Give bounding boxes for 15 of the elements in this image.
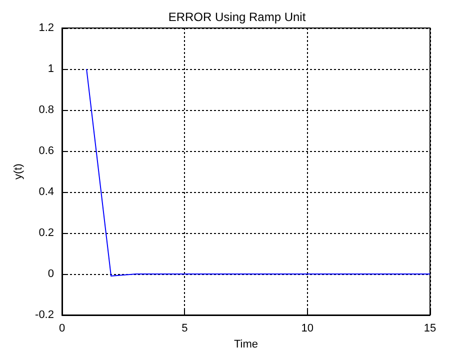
y-tick-label: 0.8 [38, 104, 54, 116]
x-tick-label: 15 [424, 322, 436, 334]
y-tick-label: 0.2 [38, 227, 54, 239]
y-tick-label: 0.6 [38, 145, 54, 157]
y-axis-title: y(t) [12, 164, 25, 180]
y-tick-label: 1 [48, 63, 54, 75]
chart-title: ERROR Using Ramp Unit [168, 10, 306, 24]
x-tick-label: 5 [182, 322, 188, 334]
x-tick-label: 0 [58, 322, 66, 334]
y-tick-label: 1.2 [38, 22, 54, 34]
y-tick-label: 0.4 [38, 186, 54, 198]
x-axis-title: Time [234, 338, 258, 350]
y-tick-label: -0.2 [35, 309, 54, 321]
y-tick-label: 0 [48, 268, 54, 280]
x-tick-label: 10 [301, 322, 314, 334]
